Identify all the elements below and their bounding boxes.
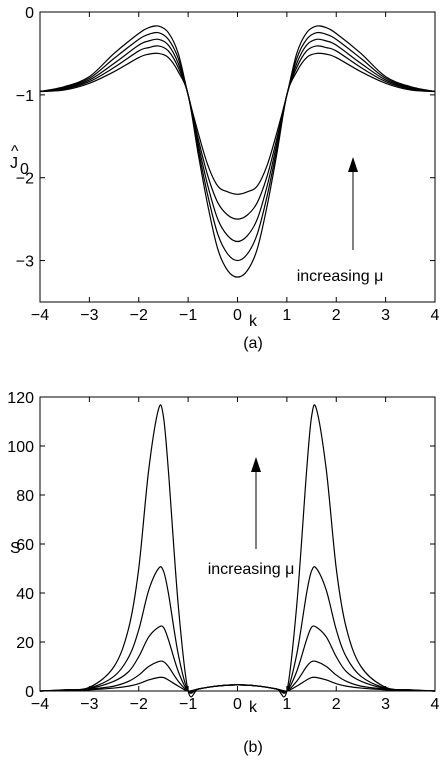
panel-a-ytick-label: 0 [25,5,34,22]
panel-b-xtick-label: 3 [381,696,390,713]
panel-a-chart: −4 −3 −2 −1 0 1 2 3 4 −3 −2 −1 0 k (a) J ^ 0 increas… [10,5,440,352]
panel-a-xtick-label: 3 [381,307,390,324]
panel-a-series-line-1 [39,25,436,195]
panel-b-annotation: increasing μ [208,561,295,578]
panel-a-ytick-label: −1 [16,88,34,105]
panel-b-ytick-label: 0 [25,684,34,701]
panel-b-ytick-label: 60 [16,537,34,554]
panel-a-series-line-2 [39,31,436,220]
panel-a-xtick-label: 2 [332,307,341,324]
panel-b-series-line-5 [39,404,436,698]
panel-a-xtick-label: −1 [179,307,197,324]
panel-b-series-line-4 [39,566,436,694]
panel-a-xtick-label: 0 [233,307,242,324]
panel-b-xtick-label: −3 [80,696,98,713]
panel-b-series-lines [39,404,436,698]
panel-b-ytick-label: 20 [16,635,34,652]
panel-a-ytick-label: −2 [16,171,34,188]
panel-b-xtick-label: 2 [332,696,341,713]
panel-a-ylabel-subscript: 0 [20,161,29,178]
panel-b-xtick-label: −1 [179,696,197,713]
panel-b-xtick-label: −4 [31,696,49,713]
panel-a-annotation: increasing μ [297,268,384,285]
panel-a-xtick-label: 4 [431,307,440,324]
panel-b-xtick-label: 4 [431,696,440,713]
panel-b-xtick-label: −2 [130,696,148,713]
panel-a-ylabel-hat: ^ [11,143,19,160]
panel-b-ytick-label: 80 [16,488,34,505]
panel-b-ytick-label: 100 [7,439,34,456]
panel-a-xtick-label: 1 [282,307,291,324]
panel-a-series-lines [39,25,436,278]
panel-a-ylabel: J [10,155,18,172]
panel-a-xlabel: k [249,313,258,330]
panel-a-series-line-5 [39,52,436,278]
panel-a-annotation-arrow [348,157,358,250]
panel-b-xtick-label: 0 [233,696,242,713]
panel-b-ytick-label: 40 [16,586,34,603]
panel-a-series-line-4 [39,45,436,262]
panel-a-xtick-label: −2 [130,307,148,324]
panel-b-xtick-label: 1 [282,696,291,713]
panel-b-ytick-label: 120 [7,390,34,407]
panel-b-plot-frame [39,396,436,692]
panel-a-xtick-label: −3 [80,307,98,324]
panel-a-series-line-3 [39,38,436,243]
panel-b-ylabel: S [10,540,21,557]
panel-a-plot-frame [39,11,436,303]
panel-a-ticks: −4 −3 −2 −1 0 1 2 3 4 −3 −2 −1 0 [16,5,440,324]
panel-a-xtick-label: −4 [31,307,49,324]
panel-a-ytick-label: −3 [16,254,34,271]
panel-b-xlabel: k [249,699,258,716]
panel-b-annotation-arrow [251,457,261,549]
panel-a-panel-label: (a) [243,335,263,352]
panel-b-panel-label: (b) [243,739,263,756]
